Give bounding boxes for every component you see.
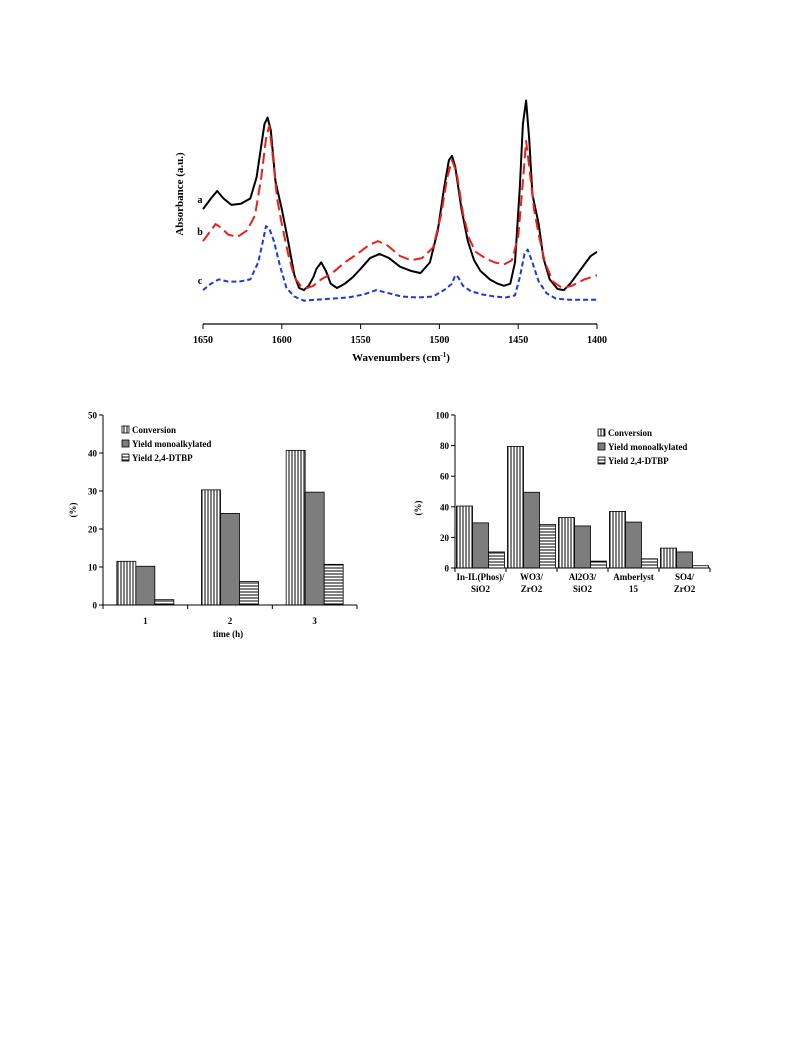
cat-bar-yield-monoalkylated <box>523 491 540 569</box>
cat-bar-conversion <box>558 517 575 569</box>
time-legend-swatch-yield-monoalkylated <box>121 439 130 448</box>
ir-x-tick-label: 1500 <box>429 335 449 346</box>
ir-x-axis-label: Wavenumbers (cm-1) <box>352 351 450 364</box>
cat-y-tick-label: 80 <box>440 441 450 451</box>
time-bar-conversion <box>285 449 306 606</box>
catalyst-axes: 0 20 40 60 80 100 In-IL(Phos)/ SiO2 WO3/ZrO2 Al2O… <box>436 411 711 594</box>
time-y-tick-label: 10 <box>88 563 98 573</box>
cat-bar-yield-2-4-dtbp <box>641 558 658 569</box>
cat-bar-yield-monoalkylated <box>625 521 642 569</box>
time-bar-yield-2-4-dtbp <box>323 563 344 606</box>
ir-series-label-b: b <box>197 227 203 238</box>
cat-bar-yield-2-4-dtbp <box>590 560 607 569</box>
cat-legend-label-yield-monoalkylated: Yield monoalkylated <box>608 442 687 452</box>
time-axes: 0 10 20 30 40 50 1 2 3 <box>88 411 358 626</box>
time-legend-label-yield-2-4-dtbp: Yield 2,4-DTBP <box>132 453 193 463</box>
cat-bar-conversion <box>507 445 524 569</box>
ir-series-labels: a b c <box>197 195 203 287</box>
time-legend-swatch-yield-2-4-dtbp <box>121 453 130 462</box>
time-legend-label-conversion: Conversion <box>132 425 176 435</box>
cat-legend-label-yield-2-4-dtbp: Yield 2,4-DTBP <box>608 456 669 466</box>
time-bar-conversion <box>201 489 221 606</box>
cat-y-tick-label: 20 <box>440 533 450 543</box>
time-category-label: 3 <box>312 616 317 626</box>
time-y-tick-label: 30 <box>88 487 98 497</box>
time-y-tick-label: 40 <box>88 449 98 459</box>
cat-y-tick-label: 60 <box>440 472 450 482</box>
cat-y-tick-label: 0 <box>445 564 450 574</box>
time-legend: Conversion Yield monoalkylated Yield 2,4-D… <box>121 425 211 463</box>
cat-category-label: WO3/ <box>520 572 544 582</box>
cat-category-label: SiO2 <box>573 584 593 594</box>
ir-x-tick-label: 1650 <box>193 335 213 346</box>
time-legend-label-yield-monoalkylated: Yield monoalkylated <box>132 439 211 449</box>
cat-category-label: Amberlyst <box>613 572 654 582</box>
cat-bar-yield-monoalkylated <box>472 522 489 569</box>
time-category-label: 2 <box>228 616 233 626</box>
cat-category-label: ZrO2 <box>521 584 543 594</box>
cat-legend-swatch-yield-2-4-dtbp <box>597 456 606 465</box>
ir-x-tick-label: 1400 <box>587 335 607 346</box>
ir-spectrum-chart: 1650 1600 1550 1500 1450 1400 a b c Wavenumbers… <box>174 99 607 364</box>
time-bar-yield-monoalkylated <box>135 565 156 606</box>
time-bar-yield-2-4-dtbp <box>154 599 175 606</box>
time-bar-chart: 0 10 20 30 40 50 1 2 3 Conversion Yield monoalkyl… <box>68 411 358 639</box>
time-x-axis-label: time (h) <box>213 629 243 639</box>
cat-category-label: 15 <box>629 584 639 594</box>
time-bar-yield-monoalkylated <box>220 513 240 606</box>
time-bars <box>116 449 344 606</box>
time-bar-yield-monoalkylated <box>304 491 325 606</box>
ir-x-ticks <box>202 324 598 329</box>
ir-series-line-b <box>202 125 598 289</box>
cat-legend-label-conversion: Conversion <box>608 428 652 438</box>
cat-legend-swatch-conversion <box>597 428 606 437</box>
cat-bar-conversion <box>660 547 677 569</box>
cat-bar-yield-2-4-dtbp <box>488 551 505 569</box>
ir-series-label-c: c <box>198 276 203 287</box>
cat-bar-yield-monoalkylated <box>574 525 591 569</box>
time-category-label: 1 <box>143 616 148 626</box>
ir-x-tick-label: 1450 <box>508 335 528 346</box>
catalyst-y-axis-label: (%) <box>413 501 423 516</box>
cat-bar-yield-monoalkylated <box>676 551 693 569</box>
ir-series-label-a: a <box>198 195 203 206</box>
ir-x-tick-label: 1600 <box>272 335 292 346</box>
time-y-axis-label: (%) <box>68 503 78 518</box>
catalyst-bar-chart: 0 20 40 60 80 100 In-IL(Phos)/ SiO2 WO3/ZrO2 Al2O… <box>413 411 711 594</box>
cat-category-label: Al2O3/ <box>569 572 597 582</box>
cat-category-label: ZrO2 <box>674 584 696 594</box>
time-legend-swatch-conversion <box>121 425 130 434</box>
ir-y-axis-label: Absorbance (a.u.) <box>174 152 186 236</box>
ir-x-tick-labels: 1650 1600 1550 1500 1450 1400 <box>193 335 607 346</box>
cat-bar-conversion <box>609 510 626 569</box>
ir-series-line-c <box>202 225 597 302</box>
cat-y-tick-label: 100 <box>436 411 450 421</box>
ir-series-group <box>202 99 598 302</box>
time-y-tick-label: 20 <box>88 525 98 535</box>
ir-x-tick-label: 1550 <box>351 335 371 346</box>
catalyst-bars <box>456 445 709 569</box>
cat-category-label: SiO2 <box>471 584 491 594</box>
cat-legend-swatch-yield-monoalkylated <box>597 442 606 451</box>
cat-bar-yield-2-4-dtbp <box>539 523 556 569</box>
cat-y-tick-label: 40 <box>440 502 450 512</box>
ir-series-line-a <box>202 99 598 292</box>
time-bar-yield-2-4-dtbp <box>239 581 259 606</box>
cat-bar-conversion <box>456 505 473 569</box>
time-y-tick-label: 0 <box>93 601 98 611</box>
cat-category-label: SO4/ <box>675 572 695 582</box>
catalyst-legend: Conversion Yield monoalkylated Yield 2,4-D… <box>597 428 687 466</box>
time-y-tick-label: 50 <box>88 411 98 421</box>
time-bar-conversion <box>116 560 137 606</box>
cat-category-label: In-IL(Phos)/ <box>456 572 505 582</box>
